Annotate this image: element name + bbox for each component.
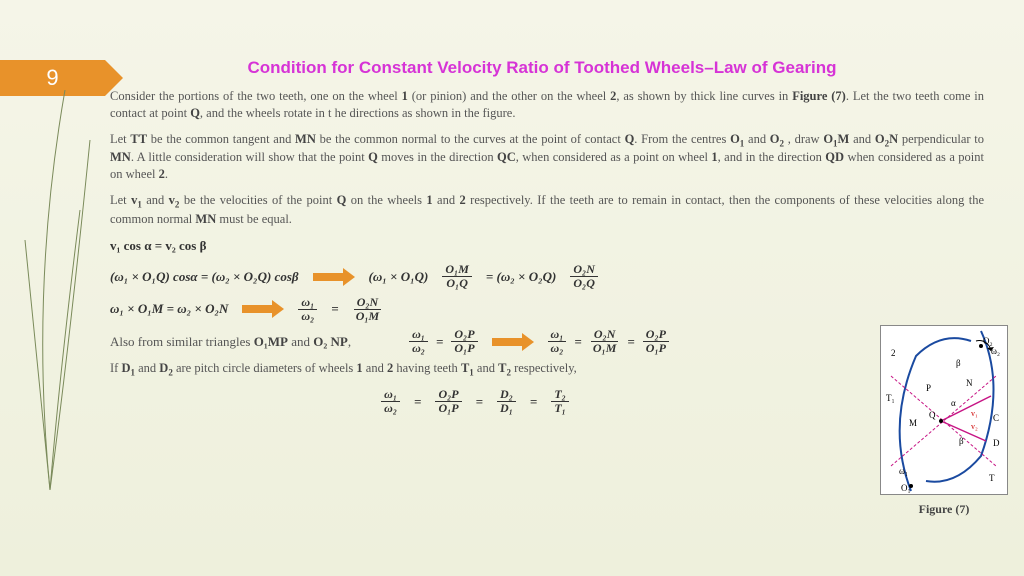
paragraph-2: Let TT be the common tangent and MN be t… [110,131,984,183]
arrow-icon [492,335,534,349]
svg-text:2: 2 [891,348,896,358]
eq1-right-b: = (ω₂ × O₂Q) [486,268,556,286]
paragraph-1: Consider the portions of the two teeth, … [110,88,984,122]
page-title: Condition for Constant Velocity Ratio of… [0,0,1024,88]
page-number-tab: 9 [0,60,105,96]
arrow-icon [242,302,284,316]
equation-row-2: ω₁ × O₁M = ω₂ × O₂N ω₁ω₂ = O₂NO₁M [110,296,840,323]
svg-text:C: C [993,413,999,423]
para4: Also from similar triangles O₁MP and O₂ … [110,333,351,351]
svg-text:β: β [959,436,964,446]
svg-text:ω₁: ω₁ [899,466,908,476]
paragraph-3: Let v1 and v2 be the velocities of the p… [110,192,984,228]
eq2-left: ω₁ × O₁M = ω₂ × O₂N [110,300,228,318]
eq1-right-a: (ω₁ × O₁Q) [369,268,429,286]
paragraph-5: If D1 and D2 are pitch circle diameters … [110,360,840,379]
fraction-2: O₂NO₂Q [570,263,598,290]
svg-text:D: D [993,438,1000,448]
svg-text:Q: Q [929,410,936,420]
figure-7: O₂ O₁ Q T₁ M N P C D T ω₂ ω₁ β α β v₁ v₂… [879,325,1009,517]
svg-text:N: N [966,378,973,388]
svg-text:O₁: O₁ [901,483,911,493]
svg-text:P: P [926,383,931,393]
svg-text:T: T [989,473,995,483]
equation-final: ω₁ω₂ = O₂PO₁P = D₂D₁ = T₂T₁ [110,388,840,415]
fraction-1: O₁MO₁Q [442,263,472,290]
arrow-icon [313,270,355,284]
content-area: Consider the portions of the two teeth, … [0,88,1024,415]
svg-text:β: β [956,358,961,368]
eq1-left: (ω₁ × O₁Q) cosα = (ω₂ × O₂Q) cosβ [110,268,299,286]
equation-row-3: Also from similar triangles O₁MP and O₂ … [110,328,840,355]
svg-text:v₁: v₁ [971,409,978,418]
fraction-omega: ω₁ω₂ [298,296,317,323]
svg-text:α: α [951,398,956,408]
svg-text:T₁: T₁ [886,393,895,403]
page-number: 9 [46,65,58,91]
equation-row-1: (ω₁ × O₁Q) cosα = (ω₂ × O₂Q) cosβ (ω₁ × … [110,263,840,290]
svg-text:v₂: v₂ [971,422,978,431]
gear-diagram-icon: O₂ O₁ Q T₁ M N P C D T ω₂ ω₁ β α β v₁ v₂… [880,325,1008,495]
equation-cos: v₁ cos α = v₂ cos β [110,237,840,255]
fraction-4: O₂NO₁M [353,296,383,323]
figure-caption: Figure (7) [879,502,1009,517]
svg-text:M: M [909,418,917,428]
